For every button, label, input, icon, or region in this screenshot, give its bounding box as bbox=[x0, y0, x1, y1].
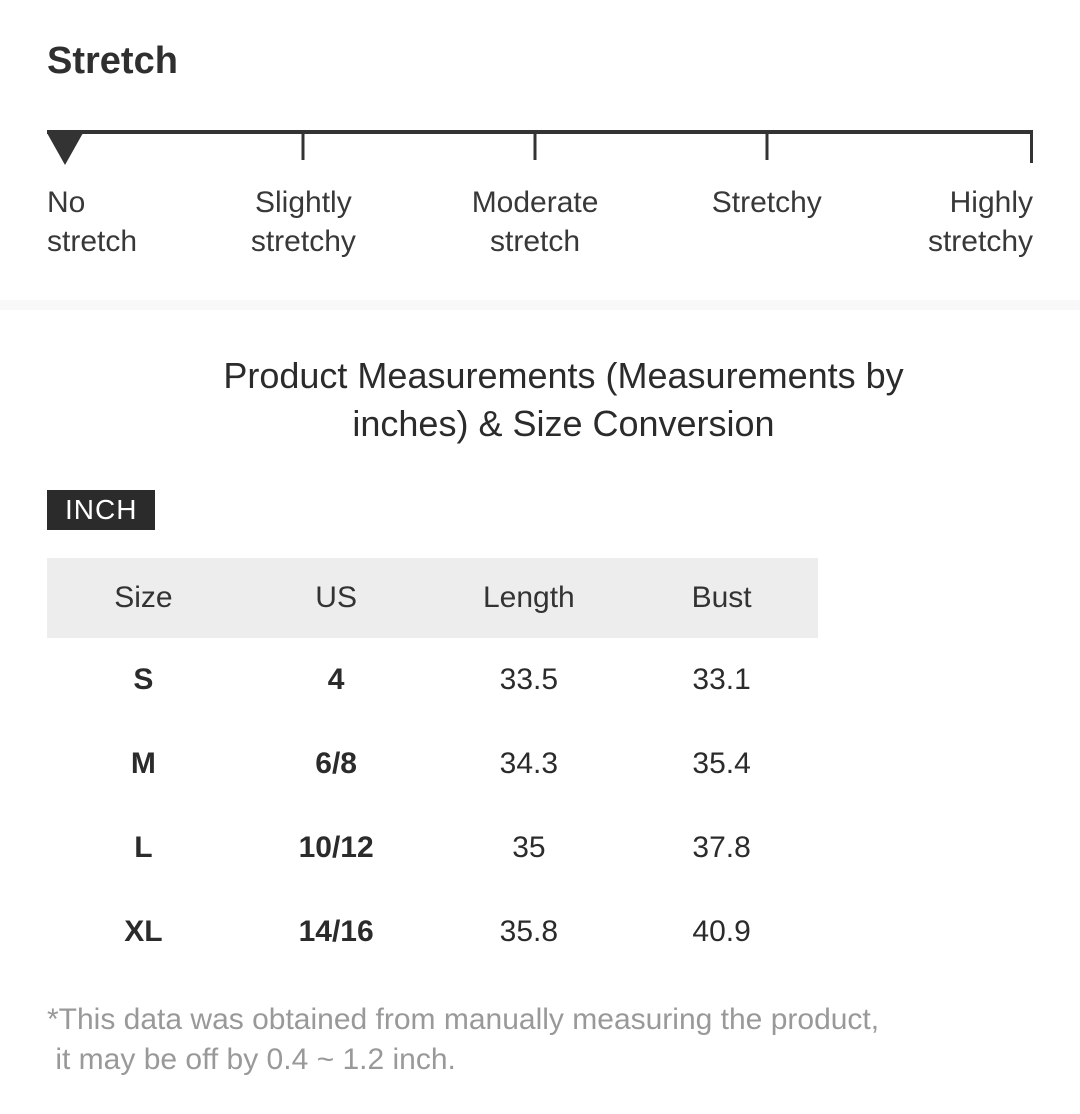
bust-cell: 35.4 bbox=[692, 747, 751, 780]
bust-cell: 40.9 bbox=[692, 915, 751, 948]
length-cell: 35 bbox=[512, 831, 546, 864]
stretch-level-label-stretchy: Stretchy bbox=[711, 186, 822, 219]
section-divider bbox=[0, 300, 1080, 310]
stretch-scale bbox=[47, 130, 1033, 166]
length-cell: 34.3 bbox=[499, 747, 559, 780]
table-row: L 10/12 35 37.8 bbox=[47, 806, 818, 890]
scale-line bbox=[47, 130, 1033, 134]
col-header-bust: Bust bbox=[625, 558, 818, 638]
length-cell: 35.8 bbox=[499, 915, 559, 948]
stretch-level-label-no-stretch: No stretch bbox=[47, 186, 138, 258]
col-header-size: Size bbox=[47, 558, 240, 638]
scale-end-tick bbox=[1030, 134, 1033, 163]
stretch-scale-labels: No stretch Slightly stretchy Moderate st… bbox=[47, 183, 1033, 263]
size-cell: XL bbox=[124, 915, 163, 948]
length-cell: 33.5 bbox=[499, 663, 559, 696]
table-row: S 4 33.5 33.1 bbox=[47, 638, 818, 722]
measurements-heading: Product Measurements (Measurements by in… bbox=[223, 355, 904, 444]
scale-tick bbox=[533, 134, 537, 160]
stretch-level-label-slightly-stretchy: Slightly stretchy bbox=[250, 186, 356, 258]
unit-inch-badge[interactable]: INCH bbox=[47, 490, 156, 530]
us-cell: 10/12 bbox=[298, 831, 374, 864]
us-cell: 14/16 bbox=[298, 915, 374, 948]
stretch-heading: Stretch bbox=[47, 40, 178, 82]
size-cell: M bbox=[130, 747, 156, 780]
table-header-row: Size US Length Bust bbox=[47, 558, 818, 638]
bust-cell: 37.8 bbox=[692, 831, 751, 864]
size-cell: S bbox=[133, 663, 154, 696]
stretch-level-label-moderate-stretch: Moderate stretch bbox=[471, 186, 599, 258]
measurement-disclaimer: *This data was obtained from manually me… bbox=[47, 1003, 880, 1076]
stretch-level-label-highly-stretchy: Highly stretchy bbox=[927, 186, 1033, 258]
table-row: M 6/8 34.3 35.4 bbox=[47, 722, 818, 806]
col-header-length: Length bbox=[432, 558, 626, 638]
bust-cell: 33.1 bbox=[692, 663, 751, 696]
stretch-section: Stretch No stretch Slightly stretchy Mod… bbox=[0, 0, 1080, 263]
table-row: XL 14/16 35.8 40.9 bbox=[47, 890, 818, 974]
us-cell: 4 bbox=[327, 663, 345, 696]
col-header-us: US bbox=[239, 558, 433, 638]
triangle-down-marker-icon bbox=[47, 133, 83, 165]
scale-tick bbox=[765, 134, 769, 160]
scale-tick bbox=[301, 134, 305, 160]
size-cell: L bbox=[134, 831, 153, 864]
measurements-section: Product Measurements (Measurements by in… bbox=[0, 352, 1080, 1080]
us-cell: 6/8 bbox=[315, 747, 357, 780]
measurements-table: Size US Length Bust S 4 33.5 33.1 M 6/8 … bbox=[47, 558, 818, 974]
